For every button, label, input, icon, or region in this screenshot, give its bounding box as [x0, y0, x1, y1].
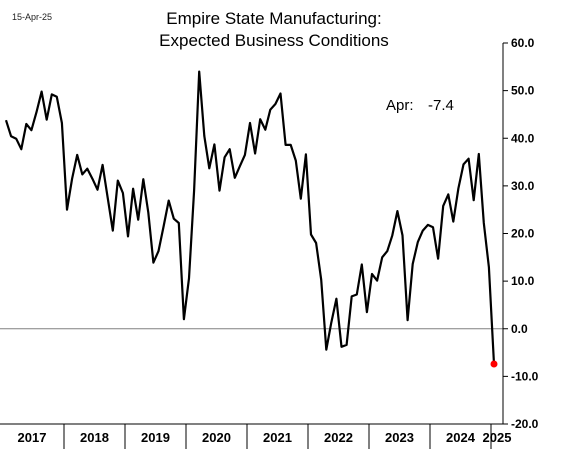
x-tick-label: 2023 — [385, 430, 414, 445]
y-tick-label: 50.0 — [511, 84, 535, 98]
series-line — [4, 70, 496, 365]
y-tick-label: 10.0 — [511, 274, 535, 288]
y-tick-label: -10.0 — [511, 369, 539, 383]
y-tick-label: 0.0 — [511, 322, 528, 336]
axis-layer: -20.0 -10.0 0.0 10.0 20.0 30.0 40.0 50.0 60.0 201… — [0, 36, 539, 449]
chart-title-line-2: Expected Business Conditions — [159, 31, 389, 50]
date-stamp: 15-Apr-25 — [12, 12, 52, 22]
x-tick-label: 2024 — [446, 430, 476, 445]
series-layer — [4, 70, 498, 368]
annotation-value: -7.4 — [428, 97, 454, 114]
y-tick-label: -20.0 — [511, 417, 539, 431]
y-tick-label: 30.0 — [511, 179, 535, 193]
annotation-label: Apr: — [386, 97, 414, 114]
y-tick-label: 40.0 — [511, 131, 535, 145]
x-tick-label: 2025 — [483, 430, 512, 445]
last-value-marker — [490, 360, 498, 368]
x-tick-label: 2018 — [80, 430, 109, 445]
x-tick-label: 2020 — [202, 430, 231, 445]
chart-title-line-1: Empire State Manufacturing: — [166, 9, 381, 28]
x-tick-label: 2017 — [18, 430, 47, 445]
x-tick-label: 2019 — [141, 430, 170, 445]
x-tick-label: 2021 — [263, 430, 292, 445]
y-tick-label: 20.0 — [511, 227, 535, 241]
x-tick-label: 2022 — [324, 430, 353, 445]
y-tick-label: 60.0 — [511, 36, 535, 50]
